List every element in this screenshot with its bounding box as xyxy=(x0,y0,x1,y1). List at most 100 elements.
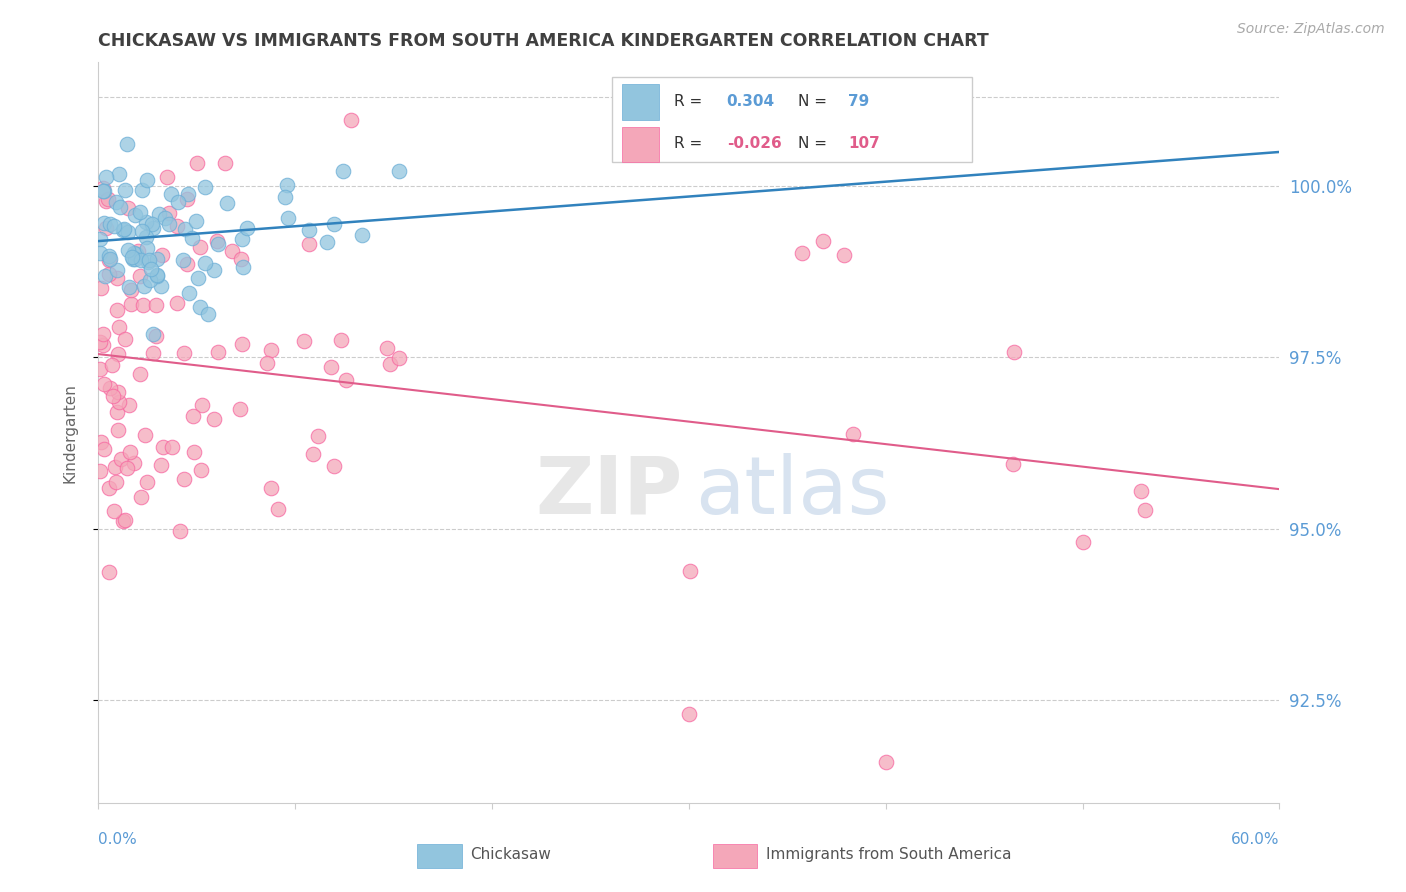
Point xyxy=(98,249,121,263)
Point xyxy=(229,252,252,266)
Point xyxy=(190,240,212,254)
Point xyxy=(166,194,188,209)
Point xyxy=(832,248,855,262)
Point xyxy=(190,463,212,477)
Point xyxy=(352,227,374,242)
Point xyxy=(142,221,165,235)
Point xyxy=(135,230,157,244)
Point xyxy=(125,246,148,260)
Point xyxy=(340,112,363,127)
Point xyxy=(156,170,179,185)
Point xyxy=(142,345,165,359)
Point xyxy=(194,180,217,194)
Point xyxy=(166,219,188,233)
Point xyxy=(145,252,167,266)
Point xyxy=(173,472,195,486)
Point xyxy=(91,180,114,194)
Point xyxy=(107,384,129,399)
Point xyxy=(205,234,228,248)
Point xyxy=(98,252,121,266)
Point xyxy=(260,481,283,495)
Bar xyxy=(621,127,659,162)
Text: CHICKASAW VS IMMIGRANTS FROM SOUTH AMERICA KINDERGARTEN CORRELATION CHART: CHICKASAW VS IMMIGRANTS FROM SOUTH AMERI… xyxy=(98,32,990,50)
Point xyxy=(110,452,132,467)
Text: 0.0%: 0.0% xyxy=(98,831,138,847)
Point xyxy=(307,428,329,442)
Point xyxy=(105,271,128,285)
Point xyxy=(122,456,145,470)
Point xyxy=(97,268,120,282)
Point xyxy=(117,201,139,215)
Point xyxy=(277,211,299,226)
Point xyxy=(129,252,152,267)
Point xyxy=(292,334,315,349)
Point xyxy=(117,225,139,239)
Point xyxy=(166,296,188,310)
Point xyxy=(319,359,342,374)
Point xyxy=(105,405,128,419)
Point xyxy=(124,208,146,222)
Point xyxy=(155,211,177,225)
Point xyxy=(115,461,138,475)
Point xyxy=(131,224,153,238)
Point xyxy=(146,269,169,284)
Point xyxy=(124,252,146,267)
Point xyxy=(679,564,702,578)
Point xyxy=(159,187,181,202)
Point xyxy=(93,216,115,230)
Point xyxy=(89,245,111,260)
Point xyxy=(129,269,152,284)
Point xyxy=(236,221,259,235)
Point xyxy=(875,755,897,769)
Point xyxy=(129,205,152,219)
Point xyxy=(323,217,346,231)
Point xyxy=(298,237,321,252)
Point xyxy=(231,337,253,351)
Point xyxy=(378,357,401,371)
Point xyxy=(191,398,214,412)
Point xyxy=(335,373,357,387)
Point xyxy=(221,244,243,258)
Point xyxy=(136,475,159,490)
Point xyxy=(97,481,120,495)
Point xyxy=(150,247,173,261)
Point xyxy=(841,426,863,441)
Point xyxy=(207,237,229,252)
Text: N =: N = xyxy=(797,136,831,151)
Bar xyxy=(621,84,659,120)
Bar xyxy=(418,844,463,868)
Point xyxy=(89,334,111,349)
Y-axis label: Kindergarten: Kindergarten xyxy=(63,383,77,483)
Point xyxy=(90,281,112,295)
Point xyxy=(152,440,174,454)
Point xyxy=(157,206,180,220)
Point xyxy=(142,326,165,341)
Point xyxy=(108,200,131,214)
Point xyxy=(121,252,143,267)
Point xyxy=(108,167,131,181)
Point xyxy=(302,447,325,461)
Point xyxy=(1001,457,1024,471)
Point xyxy=(136,172,159,186)
Point xyxy=(112,222,135,236)
Point xyxy=(129,367,152,381)
Point xyxy=(114,333,136,347)
Point xyxy=(91,184,114,198)
Point xyxy=(94,194,117,209)
Text: Chickasaw: Chickasaw xyxy=(471,847,551,863)
Point xyxy=(145,297,167,311)
Point xyxy=(134,428,156,442)
Bar xyxy=(713,844,758,868)
Point xyxy=(792,246,814,260)
Point xyxy=(259,343,281,358)
Text: Immigrants from South America: Immigrants from South America xyxy=(766,847,1011,863)
Point xyxy=(169,524,191,538)
Point xyxy=(811,234,834,248)
Point xyxy=(267,502,290,516)
Point xyxy=(112,221,135,235)
Point xyxy=(194,256,217,270)
Point xyxy=(91,337,114,351)
Point xyxy=(377,341,399,355)
Point xyxy=(105,475,128,489)
Point xyxy=(141,217,163,231)
